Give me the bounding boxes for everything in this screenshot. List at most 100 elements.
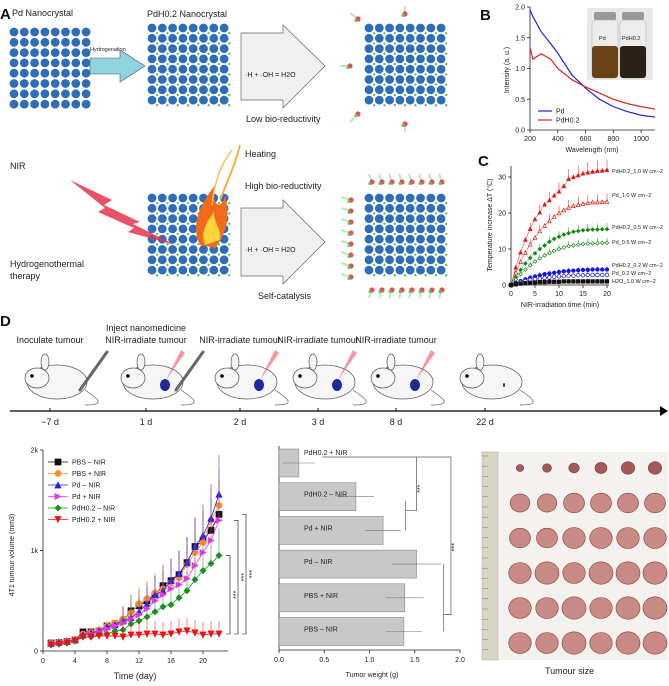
mouse-eye (376, 374, 380, 378)
data-point (167, 630, 175, 638)
data-point (518, 259, 523, 264)
data-point (551, 192, 557, 198)
x-axis-label: Wavelength (nm) (565, 147, 618, 154)
pd-atom (178, 75, 188, 84)
y-tick-label: 2k (31, 448, 39, 455)
tumour-sample (589, 597, 613, 619)
h-atom (424, 253, 427, 256)
pd-atom (157, 193, 167, 203)
pd-atom (50, 89, 60, 99)
pd-atom (9, 37, 19, 47)
legend-marker (54, 516, 62, 524)
pd-atom (416, 33, 425, 43)
data-point (585, 279, 590, 284)
reaction-arrow-icon (240, 24, 326, 109)
h-atom (186, 42, 190, 45)
pd-atom (71, 99, 81, 109)
pd-atom (157, 245, 167, 254)
data-point (547, 250, 552, 256)
pd-atom (395, 265, 405, 275)
pd-atom (19, 99, 29, 109)
pd-atom (178, 203, 188, 213)
y-tick-label: 1k (31, 548, 39, 555)
pd-atom (30, 48, 39, 57)
tumour (410, 379, 420, 391)
pd-atom (199, 75, 208, 84)
h-atom (197, 243, 200, 246)
pd-atom (199, 64, 208, 74)
tumour-weight-chart: 0.0 0.5 1.0 1.5 2.0 Tumor weight (g) PdH0.2 + … (274, 446, 465, 679)
x-tick-label: 1.0 (365, 657, 375, 664)
h-atom (176, 222, 179, 225)
h-atom (186, 62, 190, 66)
data-point (571, 203, 576, 208)
data-point (590, 227, 595, 232)
data-point (599, 226, 605, 232)
data-point (571, 273, 576, 278)
tumour-sample (615, 561, 641, 585)
x-tick-label: 800 (607, 136, 619, 143)
nanocrystal-lattices (9, 6, 448, 299)
h-atom (155, 83, 159, 86)
panel-label-c: C (478, 153, 489, 170)
pd-atom (188, 255, 198, 265)
data-point (585, 200, 591, 206)
pd-atom (209, 265, 219, 275)
h-atom (197, 104, 200, 107)
tumour (160, 379, 170, 391)
h-atom (207, 62, 210, 66)
series-label: H2O_1.0 W cm−2 (612, 279, 656, 285)
data-point (571, 279, 576, 284)
h-atom (434, 263, 438, 267)
pd-atom (219, 54, 229, 64)
data-point (199, 631, 207, 639)
h-atom (414, 212, 417, 215)
y-tick-label: 0 (502, 283, 506, 290)
x-tick-label: 15 (579, 291, 587, 298)
y-tick-label: 0.0 (515, 128, 525, 135)
tumour-sample (536, 493, 558, 513)
pd-atom (199, 33, 208, 43)
h-atom (403, 212, 407, 215)
pd-atom (374, 214, 384, 224)
data-point (595, 168, 600, 174)
pd-atom (9, 89, 19, 99)
pd-atom (436, 95, 446, 105)
h-atom (155, 274, 159, 277)
h-atom (403, 42, 407, 45)
h-atom (228, 212, 231, 215)
pd-atom (385, 245, 394, 254)
pd-atom (178, 85, 188, 95)
h-atom (378, 290, 382, 293)
h-atom (155, 52, 159, 55)
pd-atom (50, 58, 60, 68)
h-atom (408, 182, 412, 185)
data-point (595, 272, 600, 278)
nanocrystal-lattice (340, 173, 448, 299)
pd-atom (9, 58, 19, 68)
h-atom (383, 201, 386, 205)
y-axis-label: Temperature increase ΔT (°C) (486, 179, 494, 272)
h-atom (403, 222, 407, 225)
h-atom (383, 253, 386, 256)
data-point (547, 239, 552, 245)
data-point (599, 199, 605, 204)
pd-atom (374, 265, 384, 275)
data-point (552, 274, 557, 279)
h-atom (228, 42, 231, 45)
vial-cap (594, 12, 616, 20)
h-atom (197, 83, 200, 86)
h-atom (217, 243, 221, 246)
data-point (599, 167, 605, 173)
pd-atom (364, 234, 374, 244)
pd-atom (405, 23, 415, 33)
h-atom (217, 104, 221, 107)
data-point (55, 640, 63, 648)
pd-atom (416, 193, 425, 203)
nir-beam-icon (416, 350, 435, 380)
data-point (542, 243, 547, 248)
data-point (215, 552, 223, 560)
x-tick-label: 8 (105, 658, 109, 665)
pd-atom (157, 44, 167, 53)
x-tick-label: 0 (509, 291, 513, 298)
